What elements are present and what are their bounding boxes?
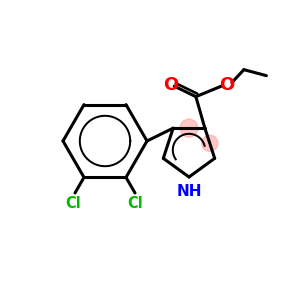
Circle shape (202, 135, 218, 151)
Text: O: O (219, 76, 234, 94)
Text: NH: NH (176, 184, 202, 199)
Text: Cl: Cl (127, 196, 143, 211)
Circle shape (180, 119, 198, 137)
Text: O: O (163, 76, 178, 94)
Text: Cl: Cl (66, 196, 81, 211)
